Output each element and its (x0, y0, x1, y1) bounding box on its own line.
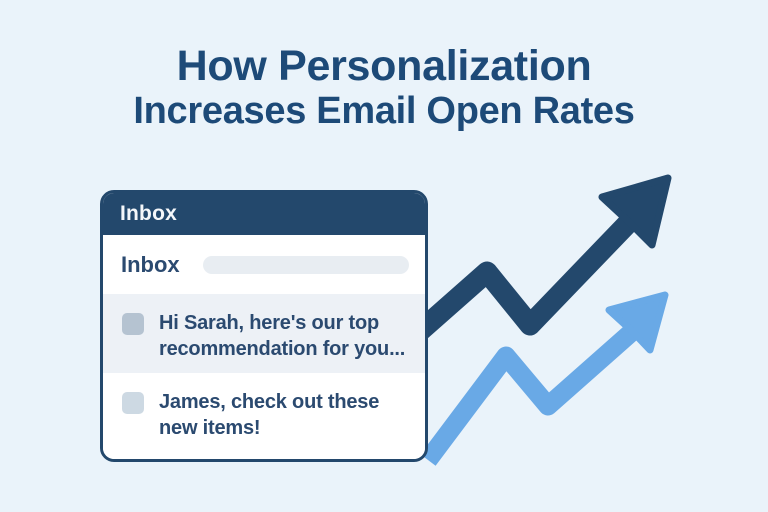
zigzag-up-arrow-light-icon (420, 291, 669, 466)
inbox-toolbar: Inbox (103, 235, 425, 294)
email-checkbox[interactable] (122, 392, 144, 414)
inbox-window: Inbox Inbox Hi Sarah, here's our top rec… (100, 190, 428, 462)
title-line-1: How Personalization (176, 42, 592, 90)
title-line-2: Increases Email Open Rates (133, 90, 635, 132)
inbox-header-title: Inbox (120, 202, 177, 225)
email-subject: Hi Sarah, here's our top recommendation … (159, 312, 406, 360)
page-title: How Personalization Increases Email Open… (0, 42, 768, 132)
email-row-sarah[interactable]: Hi Sarah, here's our top recommendation … (103, 294, 425, 373)
email-row-james[interactable]: James, check out these new items! (103, 373, 425, 459)
inbox-list-label: Inbox (121, 251, 180, 277)
email-checkbox[interactable] (122, 313, 144, 335)
email-subject: James, check out these new items! (159, 391, 380, 439)
placeholder-bar (203, 255, 409, 274)
inbox-window-header: Inbox (103, 193, 425, 235)
zigzag-up-arrow-dark-icon (378, 174, 672, 370)
